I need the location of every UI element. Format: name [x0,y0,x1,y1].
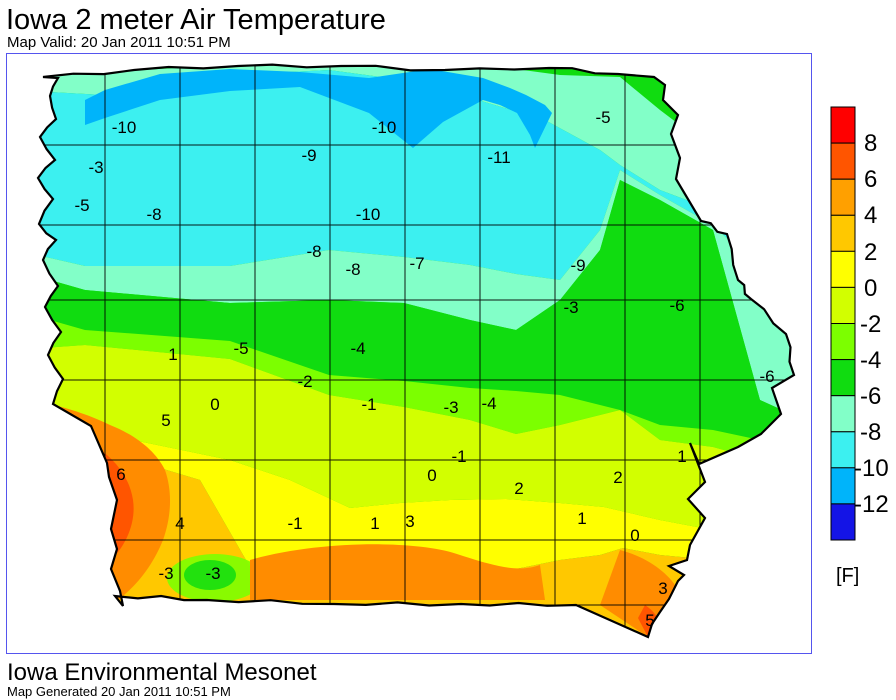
svg-text:-4: -4 [860,347,881,374]
svg-text:4: 4 [175,514,184,533]
svg-text:-6: -6 [860,383,881,410]
svg-text:-3: -3 [443,398,458,417]
svg-text:-10: -10 [372,118,397,137]
svg-text:1: 1 [370,514,379,533]
svg-text:-3: -3 [88,158,103,177]
svg-text:5: 5 [161,411,170,430]
svg-text:5: 5 [645,611,654,630]
svg-text:-8: -8 [306,242,321,261]
svg-text:-10: -10 [854,455,889,482]
svg-text:-11: -11 [487,148,510,167]
svg-text:3: 3 [405,512,414,531]
svg-text:1: 1 [677,447,686,466]
svg-text:8: 8 [864,130,877,157]
svg-text:-1: -1 [451,447,466,466]
svg-text:-6: -6 [759,367,774,386]
svg-text:-9: -9 [570,256,585,275]
svg-text:-1: -1 [287,514,302,533]
svg-text:3: 3 [658,579,667,598]
svg-text:-12: -12 [854,491,889,518]
svg-text:0: 0 [864,275,877,302]
svg-text:2: 2 [514,479,523,498]
svg-text:6: 6 [864,166,877,193]
svg-text:-2: -2 [297,372,312,391]
svg-text:-5: -5 [74,196,89,215]
svg-text:[F]: [F] [836,565,859,587]
svg-text:-9: -9 [301,146,316,165]
svg-text:1: 1 [577,509,586,528]
svg-text:-4: -4 [350,339,365,358]
svg-text:-3: -3 [563,298,578,317]
svg-text:-3: -3 [158,564,173,583]
svg-text:-6: -6 [669,296,684,315]
svg-text:-8: -8 [146,205,161,224]
svg-text:-3: -3 [205,564,220,583]
svg-text:-4: -4 [481,394,496,413]
svg-text:-2: -2 [860,311,881,338]
svg-text:-10: -10 [356,205,381,224]
svg-text:1: 1 [168,345,177,364]
svg-text:0: 0 [210,395,219,414]
svg-text:-8: -8 [345,260,360,279]
svg-text:4: 4 [864,202,877,229]
svg-text:-5: -5 [595,108,610,127]
svg-text:2: 2 [864,239,877,266]
svg-text:-1: -1 [361,395,376,414]
svg-text:2: 2 [613,468,622,487]
svg-text:-7: -7 [409,254,424,273]
svg-text:6: 6 [116,465,125,484]
svg-text:0: 0 [630,526,639,545]
svg-text:-8: -8 [860,419,881,446]
svg-text:-10: -10 [112,118,137,137]
svg-text:-5: -5 [233,339,248,358]
svg-text:0: 0 [427,466,436,485]
